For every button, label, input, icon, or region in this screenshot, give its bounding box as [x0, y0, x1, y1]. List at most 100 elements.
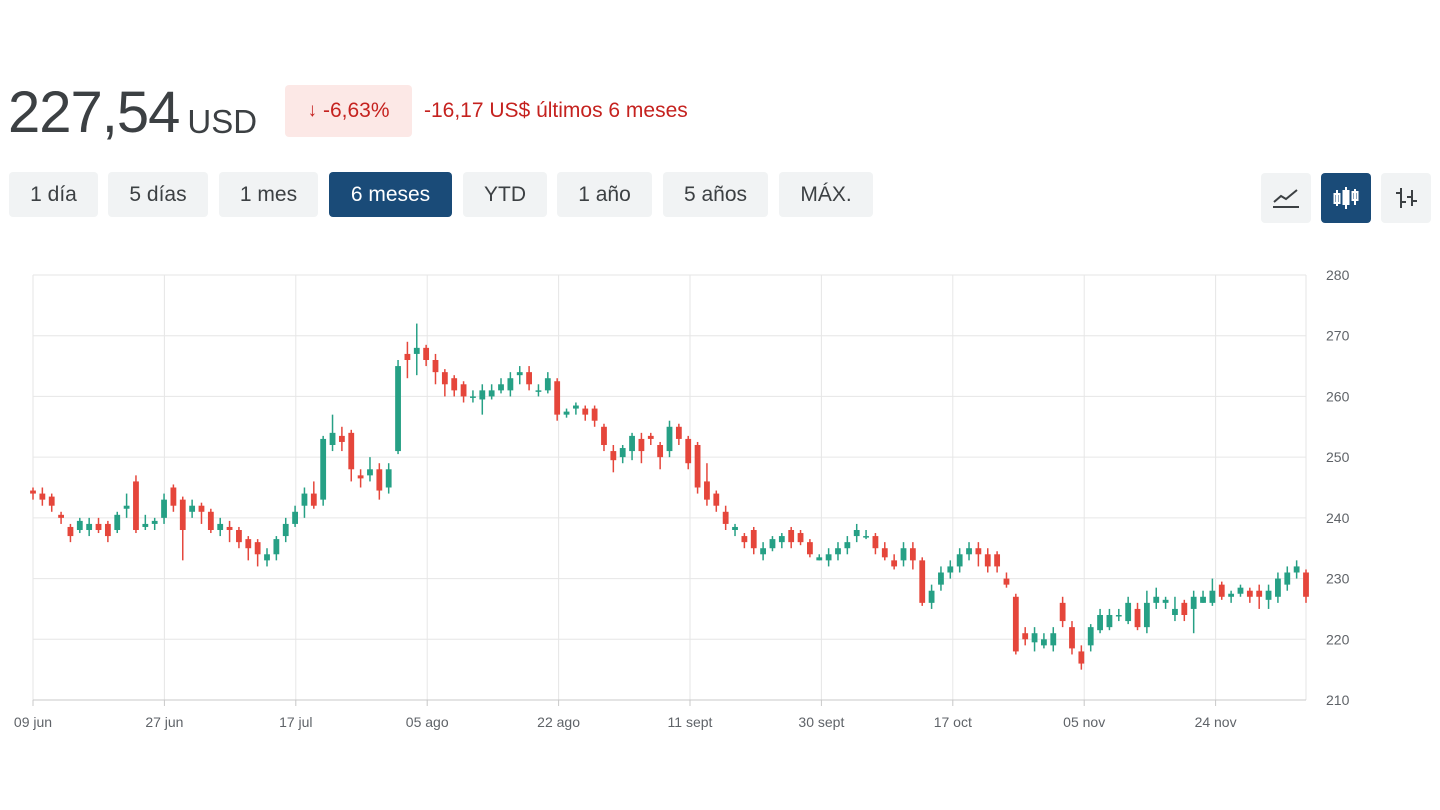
candle-up [666, 420, 673, 458]
candle-down [891, 554, 898, 570]
candle-down [104, 520, 111, 543]
candle-down [994, 551, 1001, 573]
candle-body [891, 560, 898, 567]
candle-body [207, 511, 214, 530]
chart-axes: 280 270 260 250 240 230 220 210 09 jun 27 jun 17 j… [14, 267, 1350, 730]
candle-body [1012, 596, 1019, 652]
candle-body [638, 438, 645, 452]
range-button-1y[interactable]: 1 año [557, 172, 652, 217]
candle-up [966, 542, 972, 561]
candle-down [30, 487, 36, 500]
range-button-5y[interactable]: 5 años [663, 172, 768, 217]
candle-down [591, 405, 598, 427]
candle-body [694, 445, 701, 488]
candle-body [413, 347, 420, 354]
y-tick-label: 280 [1326, 267, 1350, 283]
change-percent-badge: ↓ -6,63% [285, 85, 412, 137]
candle-body [844, 542, 851, 549]
candle-body [114, 514, 121, 530]
candle-body [404, 353, 411, 360]
candle-down [348, 429, 355, 482]
candle-body [863, 536, 869, 538]
candle-body [713, 493, 720, 506]
candle-up [1031, 627, 1038, 652]
candle-body [39, 493, 46, 500]
candle-body [881, 548, 888, 558]
candle-body [975, 548, 982, 555]
candle-down [58, 511, 64, 524]
y-tick-label: 240 [1326, 510, 1350, 526]
candle-down [460, 381, 467, 403]
candle-up [516, 366, 523, 385]
range-button-6m[interactable]: 6 meses [329, 172, 452, 217]
candle-body [142, 523, 149, 527]
candle-down [638, 432, 645, 464]
candle-down [245, 536, 252, 561]
candle-body [928, 590, 935, 603]
range-button-1m[interactable]: 1 mes [219, 172, 318, 217]
candle-up [142, 514, 149, 530]
candle-body [310, 493, 317, 506]
candlestick-chart: 280 270 260 250 240 230 220 210 09 jun 27 jun 17 j… [14, 267, 1350, 730]
candle-down [1218, 581, 1225, 600]
candle-up [1237, 584, 1244, 597]
candle-up [367, 457, 373, 482]
candle-body [161, 499, 167, 518]
candle-body [563, 411, 570, 415]
range-button-ytd[interactable]: YTD [463, 172, 547, 217]
candle-down [694, 441, 701, 494]
candle-body [619, 448, 626, 458]
candle-up [385, 463, 392, 494]
candle-body [76, 520, 83, 530]
candle-body [966, 548, 972, 555]
candle-down [909, 542, 916, 570]
candle-body [909, 548, 916, 561]
x-tick-label: 17 jul [279, 714, 312, 730]
candle-down [582, 405, 589, 421]
candle-up [395, 360, 401, 455]
candle-body [423, 347, 430, 360]
candle-up [273, 536, 280, 561]
candle-down [647, 432, 654, 445]
candle-body [367, 469, 373, 476]
candle-up [329, 414, 336, 452]
candle-down [1069, 621, 1075, 655]
candle-down [179, 496, 186, 561]
range-button-5d[interactable]: 5 días [108, 172, 208, 217]
candle-body [376, 469, 383, 491]
candle-down [207, 508, 214, 534]
candle-body [572, 405, 579, 409]
x-tick-label: 17 oct [934, 714, 972, 730]
candle-body [675, 426, 682, 439]
price-value: 227,54 [8, 80, 180, 145]
candle-up [563, 408, 570, 418]
candle-body [1003, 578, 1010, 585]
candle-down [357, 469, 364, 488]
candle-up [507, 372, 514, 397]
candle-down [1303, 569, 1309, 603]
candle-body [282, 523, 289, 537]
candle-body [460, 384, 467, 397]
candle-body [1284, 572, 1291, 585]
candle-up [1200, 590, 1206, 603]
candle-body [301, 493, 308, 506]
line-chart-button[interactable] [1261, 173, 1311, 223]
range-button-max[interactable]: MÁX. [779, 172, 873, 217]
candle-body [647, 435, 654, 439]
candle-up [264, 548, 270, 567]
ohlc-chart-button[interactable] [1381, 173, 1431, 223]
range-button-1d[interactable]: 1 día [9, 172, 98, 217]
candle-body [151, 520, 158, 524]
y-tick-label: 260 [1326, 388, 1350, 404]
candlestick-chart-button[interactable] [1321, 173, 1371, 223]
candle-up [479, 384, 486, 415]
candle-body [666, 426, 673, 452]
candle-down [226, 520, 233, 543]
candle-down [722, 505, 729, 530]
candle-down [713, 490, 720, 512]
candle-body [704, 481, 710, 500]
candle-body [1162, 599, 1169, 603]
x-tick-label: 24 nov [1195, 714, 1237, 730]
candle-body [236, 530, 242, 543]
candle-down [1181, 599, 1188, 622]
